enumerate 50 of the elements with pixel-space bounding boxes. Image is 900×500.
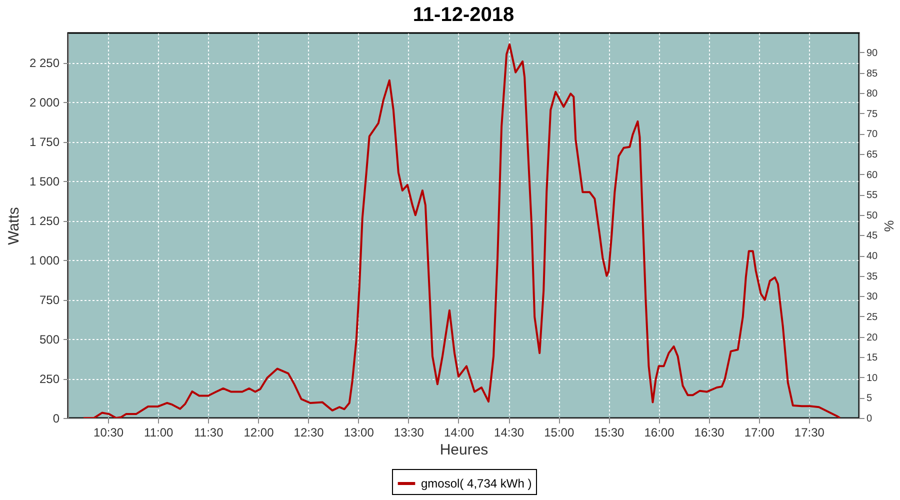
y-tick-label: 750 xyxy=(39,293,60,308)
y2-tick-label: 50 xyxy=(866,210,878,222)
x-tick-label: 14:00 xyxy=(444,426,474,440)
x-tick-label: 11:00 xyxy=(144,426,174,440)
y2-tick-label: 80 xyxy=(866,88,878,100)
y2-tick-label: 70 xyxy=(866,129,878,140)
y-tick-label: 1 750 xyxy=(29,135,60,150)
y-tick-label: 500 xyxy=(39,332,60,347)
y2-tick-label: 75 xyxy=(866,108,878,120)
y2-tick-label: 85 xyxy=(866,68,878,80)
y2-tick-label: 65 xyxy=(866,150,878,161)
x-tick-label: 11:30 xyxy=(194,426,224,440)
x-axis-title: Heures xyxy=(440,442,488,458)
line-series xyxy=(82,43,841,418)
x-tick-label: 10:30 xyxy=(94,426,124,440)
y2-tick-label: 20 xyxy=(866,332,878,344)
y-tick-label: 0 xyxy=(52,412,60,426)
y2-tick-label: 10 xyxy=(866,372,878,384)
x-tick-label: 15:00 xyxy=(544,426,574,440)
x-tick-label: 17:30 xyxy=(794,426,825,440)
x-tick-label: 13:00 xyxy=(344,426,374,440)
y2-tick-label: 55 xyxy=(866,190,878,202)
y2-tick-label: 0 xyxy=(866,414,872,424)
y2-tick-label: 45 xyxy=(866,230,878,242)
y-tick-label: 1 000 xyxy=(29,254,60,268)
x-tick-label: 14:30 xyxy=(494,426,524,440)
chart-title: 11-12-2018 xyxy=(412,4,514,26)
x-tick-label: 16:00 xyxy=(644,426,675,440)
x-tick-label: 16:30 xyxy=(694,426,725,440)
x-tick-label: 17:00 xyxy=(744,426,775,440)
y-tick-label: 250 xyxy=(39,372,60,386)
x-tick-label: 12:00 xyxy=(244,426,274,440)
y2-tick-label: 5 xyxy=(866,393,872,404)
y2-tick-label: 90 xyxy=(866,48,878,59)
y-tick-label: 2 250 xyxy=(29,56,60,70)
y2-tick-label: 35 xyxy=(866,271,878,282)
y2-tick-label: 60 xyxy=(866,170,878,181)
y2-tick-label: 25 xyxy=(866,312,878,323)
y-tick-label: 1 250 xyxy=(29,214,60,228)
legend-label: gmosol( 4,734 kWh ) xyxy=(421,476,532,490)
y2-tick-label: 15 xyxy=(866,352,878,364)
y-tick-label: 2 000 xyxy=(29,96,60,110)
y2-tick-label: 30 xyxy=(866,292,878,303)
y-axis-title: Watts xyxy=(5,207,22,245)
x-tick-label: 15:30 xyxy=(594,426,625,440)
y2-axis-title: % xyxy=(882,220,897,232)
x-tick-label: 13:30 xyxy=(394,426,424,440)
x-tick-label: 12:30 xyxy=(294,426,324,440)
y-tick-label: 1 500 xyxy=(29,174,60,189)
y2-tick-label: 40 xyxy=(866,251,878,262)
